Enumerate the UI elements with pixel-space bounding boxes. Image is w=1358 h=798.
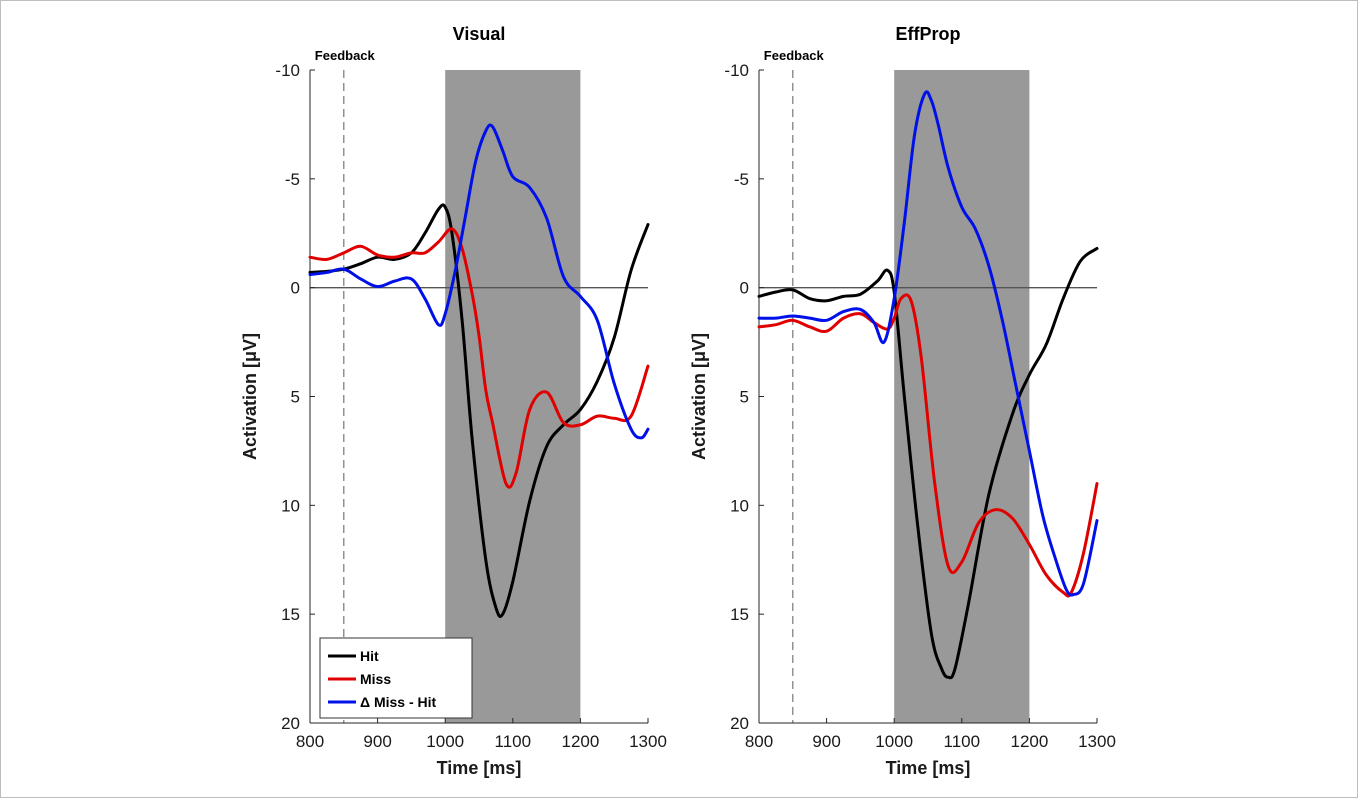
chart-title: Visual (453, 24, 506, 44)
y-tick-label: 0 (740, 279, 749, 298)
x-axis-label: Time [ms] (437, 758, 522, 778)
feedback-label: Feedback (315, 48, 376, 63)
x-tick-label: 1300 (629, 732, 667, 751)
series-line-hit (308, 203, 650, 618)
feedback-label: Feedback (764, 48, 825, 63)
chart-panel-2: Feedback 800 900 1000 1100 1200 1300 -10 -5 0 5 10 1… (689, 24, 1116, 778)
y-tick-label: 10 (730, 496, 749, 515)
x-tick-label: 1300 (1078, 732, 1116, 751)
legend-label: Miss (360, 671, 391, 687)
shaded-window (445, 70, 581, 723)
y-tick-label: -5 (285, 170, 300, 189)
y-tick-label: 15 (281, 605, 300, 624)
legend-label: Hit (360, 648, 379, 664)
series-line-miss (308, 227, 650, 489)
y-tick-label: 5 (740, 388, 749, 407)
y-tick-label: -10 (724, 61, 749, 80)
y-axis-label: Activation [μV] (240, 333, 260, 460)
x-tick-label: 1100 (944, 732, 981, 751)
x-tick-label: 1200 (1010, 732, 1048, 751)
chart-title: EffProp (896, 24, 961, 44)
y-tick-label: -10 (275, 61, 300, 80)
y-tick-label: 10 (281, 496, 300, 515)
x-tick-label: 1100 (495, 732, 532, 751)
legend: Hit Miss Δ Miss - Hit (319, 637, 473, 719)
y-tick-label: 15 (730, 605, 749, 624)
y-tick-label: -5 (734, 170, 749, 189)
y-tick-label: 20 (730, 714, 749, 733)
y-tick-label: 20 (281, 714, 300, 733)
shaded-window (894, 70, 1030, 723)
x-tick-label: 1000 (426, 732, 464, 751)
y-axis-label: Activation [μV] (689, 333, 709, 460)
series-line-hit (757, 246, 1099, 680)
x-tick-label: 1200 (561, 732, 599, 751)
x-tick-label: 800 (745, 732, 773, 751)
series-line-miss (757, 293, 1099, 598)
x-tick-label: 1000 (875, 732, 913, 751)
x-tick-label: 800 (296, 732, 324, 751)
x-tick-label: 900 (363, 732, 391, 751)
y-tick-label: 0 (291, 279, 300, 298)
x-tick-label: 900 (812, 732, 840, 751)
series-line-miss-hit (757, 90, 1099, 597)
y-tick-label: 5 (291, 388, 300, 407)
chart-panel-1: Feedback 800 900 1000 1100 1200 1300 -10 -5 0 5 10 1… (240, 24, 667, 778)
legend-label: Δ Miss - Hit (360, 694, 437, 710)
x-axis-label: Time [ms] (886, 758, 971, 778)
series-line-miss-hit (308, 123, 650, 440)
